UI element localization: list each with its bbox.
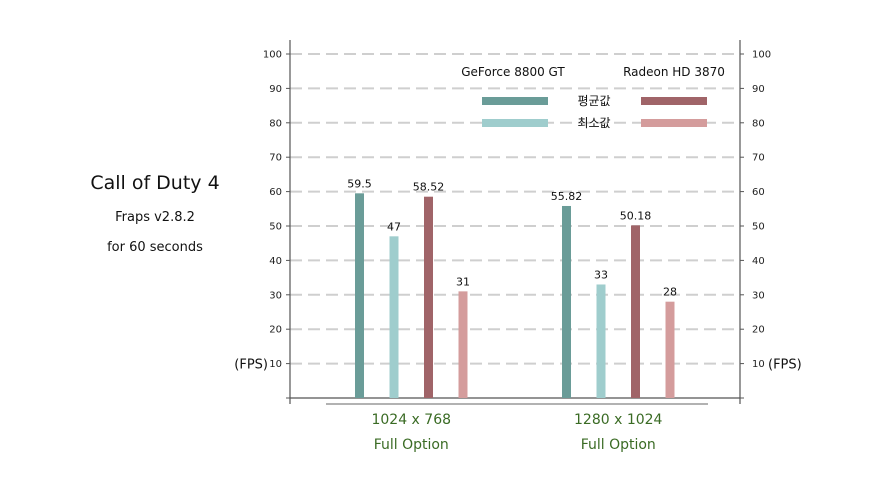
y-tick-label-left: 90 — [269, 84, 282, 95]
y-tick-label-left: 20 — [269, 325, 282, 336]
y-tick-label-right: 60 — [752, 187, 765, 198]
chart-subtitle-duration: for 60 seconds — [107, 240, 203, 255]
y-tick-label-right: 90 — [752, 84, 765, 95]
y-tick-label-left: 30 — [269, 290, 282, 301]
bar — [562, 205, 571, 398]
bar — [389, 236, 399, 398]
bar — [355, 193, 364, 398]
y-tick-label-left: 50 — [269, 222, 282, 233]
y-tick-label-right: 40 — [752, 256, 765, 267]
y-tick-label-right: 50 — [752, 222, 765, 233]
data-label: 31 — [456, 275, 470, 288]
data-label: 33 — [594, 268, 608, 281]
bar — [596, 284, 606, 398]
y-tick-label-right: 10 — [752, 359, 765, 370]
y-tick-label-right: 100 — [752, 50, 771, 61]
legend-gpu-label: GeForce 8800 GT — [461, 65, 565, 79]
x-category-label: 1024 x 768 — [371, 412, 451, 428]
bar — [424, 196, 433, 398]
y-tick-label-left: 60 — [269, 187, 282, 198]
legend-gpu-label: Radeon HD 3870 — [623, 65, 725, 79]
chart-title: Call of Duty 4 — [90, 172, 220, 194]
x-category-sublabel: Full Option — [374, 437, 449, 453]
chart-subtitle-tool: Fraps v2.8.2 — [115, 210, 195, 225]
y-tick-label-left: 40 — [269, 256, 282, 267]
legend-metric-label: 최소값 — [577, 116, 610, 130]
y-axis-unit-right: (FPS) — [768, 358, 802, 373]
bar — [458, 291, 468, 398]
y-tick-label-left: 70 — [269, 153, 282, 164]
y-tick-label-left: 100 — [263, 50, 282, 61]
y-axis-unit-left: (FPS) — [234, 358, 268, 373]
x-category-label: 1280 x 1024 — [574, 412, 663, 428]
y-tick-label-right: 20 — [752, 325, 765, 336]
y-tick-label-right: 70 — [752, 153, 765, 164]
data-label: 47 — [387, 220, 401, 233]
y-tick-label-right: 30 — [752, 290, 765, 301]
data-label: 59.5 — [347, 177, 372, 190]
data-label: 50.18 — [620, 209, 652, 222]
bar — [631, 225, 640, 398]
data-label: 55.82 — [551, 190, 583, 203]
y-tick-label-left: 10 — [269, 359, 282, 370]
y-tick-label-left: 80 — [269, 118, 282, 129]
legend-metric-label: 평균값 — [577, 94, 610, 108]
y-tick-label-right: 80 — [752, 118, 765, 129]
data-label: 28 — [663, 286, 677, 299]
bar — [665, 301, 675, 398]
data-label: 58.52 — [413, 181, 445, 194]
x-category-sublabel: Full Option — [581, 437, 656, 453]
